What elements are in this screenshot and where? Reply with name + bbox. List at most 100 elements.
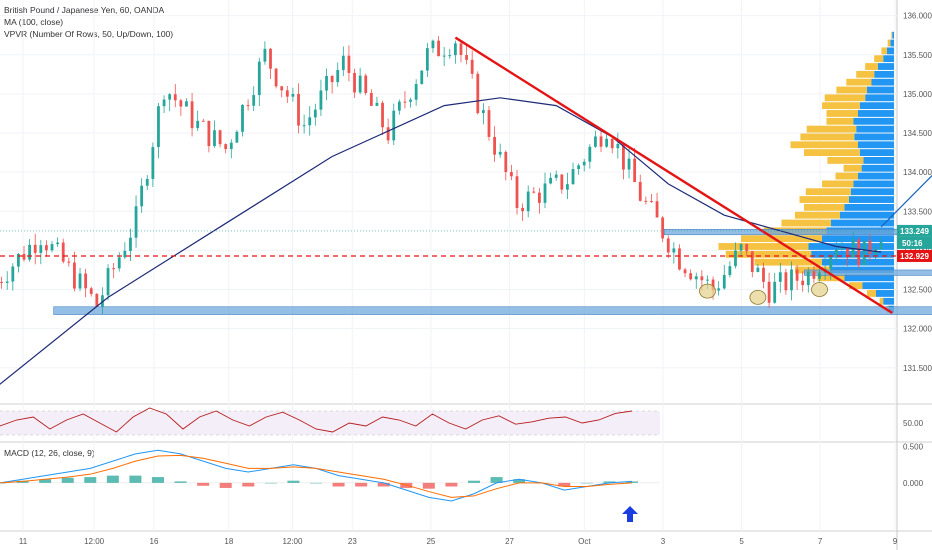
time-tick-label: 16 [150, 537, 159, 546]
candle-body [795, 269, 799, 281]
volume-profile-down-bar [800, 133, 855, 141]
volume-profile-down-bar [891, 31, 893, 39]
candle-body [235, 131, 239, 143]
macd-histogram-bar [580, 482, 593, 484]
candle-body [140, 185, 144, 207]
candle-body [627, 158, 631, 170]
rsi-band [0, 411, 660, 435]
candle-body [538, 192, 541, 203]
candle-body [325, 76, 328, 91]
downtrend-line [454, 36, 893, 315]
volume-profile-down-bar [824, 94, 866, 102]
volume-profile-up-bar [850, 188, 894, 196]
volume-profile-down-bar [826, 117, 854, 125]
macd-histogram-bar [513, 479, 526, 483]
swing-low-marker [749, 289, 767, 305]
candle-body [347, 55, 351, 73]
candle-body [599, 136, 603, 147]
legend-title[interactable]: British Pound / Japanese Yen, 60, OANDA [4, 5, 165, 15]
candle-body [190, 101, 194, 129]
volume-profile-down-bar [867, 290, 876, 297]
macd-histogram-bar [242, 482, 255, 487]
candle-body [543, 183, 547, 203]
macd-histogram-bar [287, 480, 300, 483]
candle-body [313, 109, 317, 118]
candle-body [274, 68, 278, 87]
macd-histogram-bar [422, 482, 435, 489]
candle-body [722, 274, 726, 289]
candle-body [840, 247, 844, 250]
legend-ma[interactable]: MA (100, close) [4, 17, 64, 27]
candle-body [493, 136, 496, 155]
volume-profile-up-bar [853, 117, 894, 125]
candle-body [879, 242, 883, 250]
candle-body [257, 61, 261, 96]
candle-body [818, 272, 821, 279]
volume-profile-up-bar [883, 297, 894, 305]
candle-body [369, 92, 373, 106]
volume-profile-up-bar [849, 196, 894, 203]
candle-body [403, 101, 407, 103]
candle-body [78, 273, 82, 289]
volume-profile-up-bar [863, 157, 894, 164]
volume-profile-down-bar [865, 63, 878, 70]
price-tick-label: 134.000 [903, 168, 932, 177]
candle-body [224, 144, 228, 149]
candle-body [229, 142, 233, 149]
candle-body [168, 94, 172, 100]
macd-tick-label: 0.500 [903, 443, 924, 452]
candle-body [280, 86, 284, 91]
candle-body [134, 206, 138, 238]
candle-body [196, 120, 200, 129]
legend-vpvr[interactable]: VPVR (Number Of Rows, 50, Up/Down, 100) [4, 29, 174, 39]
candle-body [173, 94, 177, 101]
volume-profile-down-bar [741, 235, 822, 243]
volume-profile-up-bar [853, 180, 894, 188]
candle-body [666, 238, 670, 253]
candle-body [661, 217, 665, 239]
up-arrow-icon [622, 506, 638, 522]
price-tick-label: 136.000 [903, 12, 932, 21]
candle-body [526, 191, 530, 212]
legend-macd[interactable]: MACD (12, 26, close, 9) [4, 448, 95, 458]
volume-profile-up-bar [844, 274, 894, 282]
candle-body [207, 120, 211, 147]
candle-body [291, 93, 295, 97]
macd-histogram-bar [558, 482, 571, 487]
candle-body [767, 281, 771, 303]
price-tick-label: 131.500 [903, 364, 932, 373]
candle-body [532, 191, 536, 193]
candle-body [106, 268, 110, 296]
volume-profile-down-bar [843, 164, 862, 172]
candle-body [437, 40, 440, 57]
volume-profile-up-bar [861, 164, 894, 172]
volume-profile-down-bar [827, 157, 864, 164]
candle-body [364, 75, 368, 93]
moving-average-line [0, 97, 882, 385]
candle-body [801, 280, 805, 286]
volume-profile-up-bar [831, 219, 894, 227]
candle-body [594, 136, 597, 147]
candle-body [302, 125, 306, 127]
macd-histogram-bar [626, 481, 638, 483]
candle-body [5, 281, 9, 283]
time-tick-label: 25 [426, 537, 435, 546]
candle-body [784, 272, 788, 291]
candle-body [605, 138, 609, 147]
volume-profile-down-bar [805, 188, 851, 196]
macd-histogram-bar [219, 482, 232, 488]
macd-histogram-bar [152, 477, 164, 483]
candle-body [213, 130, 216, 147]
candle-body [750, 251, 754, 272]
candle-body [812, 271, 816, 279]
candle-body [101, 295, 104, 307]
candle-body [700, 276, 704, 281]
candle-body [650, 201, 653, 203]
volume-profile-up-bar [858, 110, 894, 117]
macd-histogram-bar [39, 479, 52, 483]
last-price-tag [897, 224, 932, 237]
macd-histogram-bar [197, 482, 210, 486]
volume-profile-up-bar [859, 149, 894, 157]
candle-body [117, 257, 121, 269]
